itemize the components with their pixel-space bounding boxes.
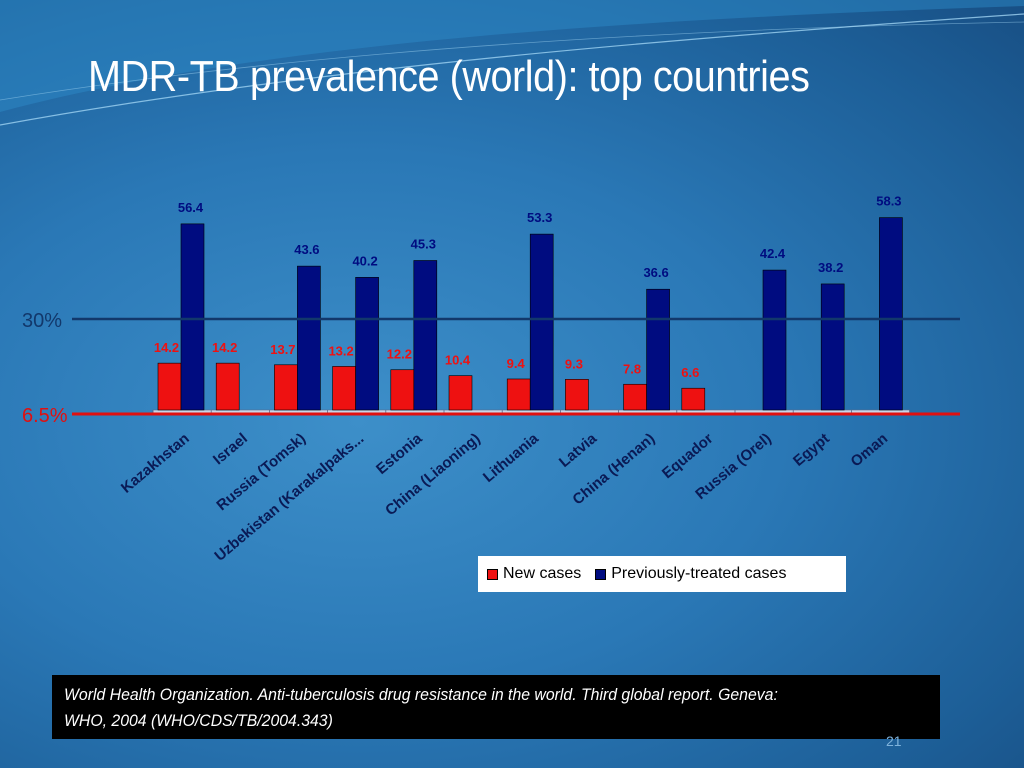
legend-item-previously-treated: Previously-treated cases [595,565,786,583]
data-label-previously-treated-uzbekistan-karakalpaks: 40.2 [352,253,377,268]
data-label-new-cases-estonia: 12.2 [387,347,412,362]
bar-previously-treated-oman [879,217,903,411]
data-label-new-cases-china-henan: 7.8 [623,361,641,376]
data-label-previously-treated-russia-orel: 42.4 [760,246,786,261]
data-label-new-cases-china-liaoning: 10.4 [445,353,471,368]
data-label-previously-treated-estonia: 45.3 [411,237,436,252]
bar-previously-treated-uzbekistan-karakalpaks [355,277,379,411]
data-label-new-cases-lithuania: 9.4 [507,356,526,371]
data-label-previously-treated-kazakhstan: 56.4 [178,200,204,215]
bar-new-cases-latvia [565,379,589,411]
category-label-latvia: Latvia [556,430,601,471]
category-label-kazakhstan: Kazakhstan [118,430,193,497]
category-label-oman: Oman [848,430,891,470]
source-citation: World Health Organization. Anti-tubercul… [52,675,940,739]
legend-label-new-cases: New cases [503,565,582,582]
data-label-previously-treated-oman: 58.3 [876,194,901,209]
category-label-estonia: Estonia [373,430,426,478]
bar-new-cases-china-henan [623,383,647,411]
bar-previously-treated-egypt [820,283,845,411]
bar-new-cases-lithuania [506,378,531,411]
legend-swatch-previously-treated [595,568,607,580]
data-label-new-cases-kazakhstan: 14.2 [154,340,179,355]
bar-previously-treated-kazakhstan [180,223,205,411]
category-label-equador: Equador [659,430,717,482]
data-label-new-cases-latvia: 9.3 [565,356,583,371]
plot-area: 14.256.4Kazakhstan14.2Israel13.743.6Russ… [22,194,960,565]
data-label-previously-treated-russia-tomsk: 43.6 [294,242,319,257]
data-label-previously-treated-lithuania: 53.3 [527,210,552,225]
data-label-previously-treated-china-henan: 36.6 [643,265,668,280]
source-line-2: WHO, 2004 (WHO/CDS/TB/2004.343) [64,711,333,730]
bar-new-cases-uzbekistan-karakalpaks [332,366,356,411]
data-label-previously-treated-egypt: 38.2 [818,260,843,275]
bar-previously-treated-lithuania [529,233,554,411]
bar-new-cases-china-liaoning [448,375,473,411]
data-label-new-cases-uzbekistan-karakalpaks: 13.2 [328,343,353,358]
data-label-new-cases-equador: 6.6 [681,365,699,380]
page-number: 21 [886,733,902,749]
reference-label-30: 30% [22,310,62,332]
category-label-egypt: Egypt [790,430,833,470]
category-label-israel: Israel [210,430,251,468]
data-label-new-cases-russia-tomsk: 13.7 [270,342,295,357]
chart-legend: New cases Previously-treated cases [478,556,846,592]
reference-label-6-5: 6.5% [22,405,68,427]
bar-previously-treated-china-henan [646,288,670,411]
legend-item-new-cases: New cases [487,565,581,583]
bar-previously-treated-russia-orel [762,269,787,411]
slide-title: MDR-TB prevalence (world): top countries [88,52,810,101]
header-swoosh-decoration [0,0,1024,126]
bar-new-cases-kazakhstan [157,362,182,411]
category-label-lithuania: Lithuania [480,430,542,486]
legend-swatch-new-cases [487,568,498,580]
bar-new-cases-estonia [390,369,415,411]
bar-new-cases-russia-tomsk [274,364,298,411]
bar-new-cases-israel [215,362,240,411]
bar-previously-treated-russia-tomsk [297,265,321,411]
bar-previously-treated-estonia [413,260,438,411]
bar-new-cases-equador [681,387,706,411]
data-label-new-cases-israel: 14.2 [212,340,237,355]
legend-label-previously-treated: Previously-treated cases [611,565,787,582]
source-line-1: World Health Organization. Anti-tubercul… [64,685,778,704]
